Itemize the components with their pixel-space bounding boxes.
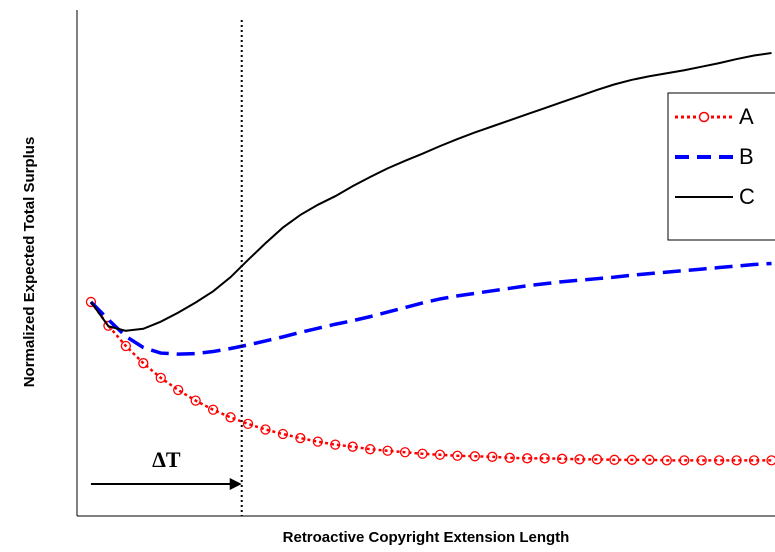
legend-box	[667, 92, 775, 241]
x-axis-label: Retroactive Copyright Extension Length	[283, 529, 570, 546]
data-point	[260, 424, 271, 435]
data-point	[295, 432, 306, 444]
data-point	[504, 452, 515, 463]
data-point	[330, 439, 341, 450]
data-point	[434, 449, 446, 460]
data-point	[731, 455, 742, 466]
data-point	[155, 372, 166, 384]
data-point	[173, 384, 184, 396]
data-point	[609, 454, 620, 465]
data-point	[365, 444, 376, 455]
data-point	[679, 455, 690, 466]
data-point	[452, 450, 463, 461]
series-line	[89, 261, 772, 356]
data-point	[382, 445, 393, 456]
data-point	[399, 447, 411, 458]
data-point	[312, 436, 323, 447]
data-point	[417, 448, 428, 459]
annotation-text: ΔT	[152, 447, 181, 472]
series-line	[90, 52, 772, 332]
y-axis-label: Normalized Expected Total Surplus	[21, 137, 38, 388]
data-point	[539, 453, 550, 464]
data-point	[225, 412, 236, 423]
legend-label: C	[739, 184, 755, 209]
data-point	[138, 358, 149, 369]
data-point	[574, 454, 585, 465]
series-line	[89, 301, 772, 462]
data-point	[714, 455, 725, 466]
data-point	[661, 455, 672, 466]
data-point	[626, 454, 638, 465]
legend-label: B	[739, 144, 754, 169]
legend-marker	[698, 111, 710, 123]
data-point	[487, 451, 498, 462]
data-point	[347, 441, 358, 452]
legend-label: A	[739, 104, 754, 129]
data-point	[696, 455, 707, 466]
data-point	[207, 404, 219, 415]
data-point	[522, 453, 533, 464]
data-point	[85, 296, 97, 308]
data-point	[469, 451, 481, 462]
data-point	[277, 428, 289, 440]
data-point	[120, 340, 132, 352]
data-point	[190, 395, 201, 406]
data-point	[766, 455, 775, 466]
data-point	[556, 453, 568, 464]
data-point	[748, 455, 760, 466]
data-point	[242, 418, 254, 430]
data-point	[591, 454, 603, 465]
data-point	[644, 454, 655, 465]
arrow-head	[229, 478, 242, 490]
